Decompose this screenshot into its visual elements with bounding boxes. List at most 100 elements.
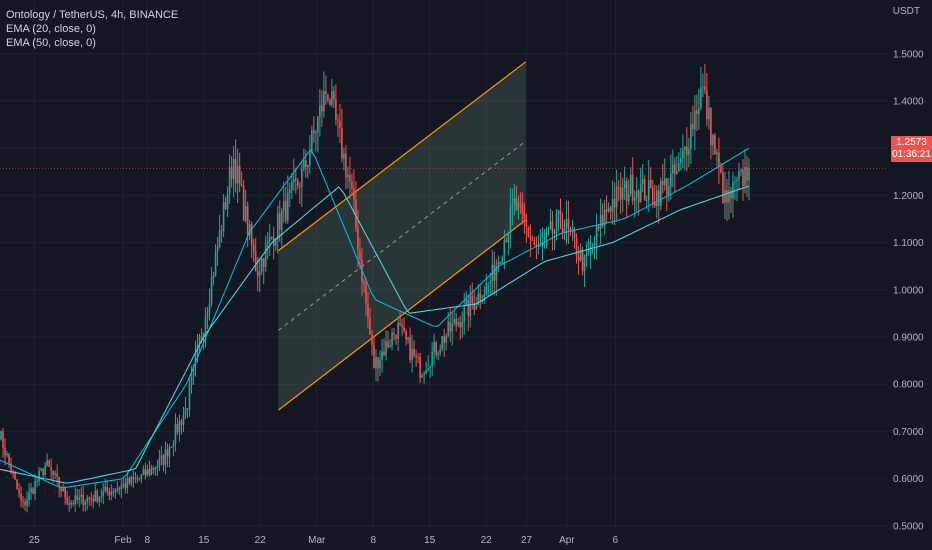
candle-body: [40, 468, 42, 471]
candle-body: [411, 348, 413, 361]
candle-body: [503, 240, 506, 258]
candle-body: [487, 282, 490, 284]
candle-body: [413, 348, 415, 356]
candle-body: [108, 491, 111, 496]
candle-body: [381, 351, 383, 360]
candle-body: [724, 189, 726, 203]
candle-body: [471, 295, 474, 304]
candle-body: [637, 190, 640, 203]
candle-body: [200, 336, 203, 338]
candle-body: [72, 502, 74, 505]
candle-body: [268, 236, 271, 242]
candle-body: [557, 210, 560, 214]
time-axis[interactable]: 25 Feb 8 15 22 Mar 8 15 22 27 Apr 6: [29, 535, 619, 546]
candle-body: [264, 244, 267, 267]
candle-body: [18, 488, 20, 494]
candle-body: [431, 351, 433, 367]
parallel-channel[interactable]: [278, 61, 527, 411]
legend-symbol[interactable]: Ontology / TetherUS, 4h, BINANCE: [6, 9, 179, 21]
candle-body: [154, 468, 157, 470]
candle-body: [461, 321, 464, 328]
candle-body: [569, 227, 572, 231]
candle-body: [551, 221, 554, 234]
candle-body: [553, 229, 556, 234]
candle-body: [706, 90, 708, 120]
candle-body: [118, 488, 121, 490]
candle-body: [186, 408, 189, 410]
candle-body: [74, 495, 77, 505]
candle-body: [595, 225, 598, 243]
time-tick-label: 8: [370, 535, 376, 546]
candle-body: [270, 236, 273, 238]
candle-body: [513, 198, 516, 205]
price-axis[interactable]: 1.50001.40001.30001.20001.10001.00000.90…: [893, 49, 924, 532]
candle-body: [192, 364, 195, 376]
candle-body: [8, 453, 10, 464]
legend-ema50[interactable]: EMA (50, close, 0): [6, 37, 96, 49]
candle-body: [248, 224, 251, 236]
candle-body: [180, 421, 183, 426]
candle-body: [449, 321, 452, 332]
chart-grid: [0, 0, 888, 528]
candle-body: [357, 227, 359, 251]
candle-body: [244, 206, 247, 221]
candle-body: [607, 207, 610, 212]
candle-body: [48, 460, 50, 467]
legend-ema20[interactable]: EMA (20, close, 0): [6, 23, 96, 35]
candle-body: [58, 476, 60, 488]
candle-body: [495, 265, 498, 281]
candle-body: [240, 183, 243, 186]
candle-body: [655, 190, 658, 207]
candle-body: [613, 198, 616, 208]
candle-body: [700, 87, 702, 108]
candle-body: [14, 473, 16, 480]
candle-body: [16, 479, 18, 489]
time-tick-label: 25: [29, 535, 41, 546]
candle-body: [740, 169, 742, 172]
candle-body: [669, 173, 672, 187]
candle-body: [509, 207, 512, 233]
candle-body: [633, 197, 636, 201]
candle-body: [716, 152, 718, 155]
candle-body: [499, 262, 502, 264]
candle-body: [515, 198, 518, 211]
candle-body: [674, 164, 676, 175]
candle-body: [335, 99, 337, 120]
candle-body: [605, 209, 608, 212]
candle-body: [714, 135, 716, 155]
candle-body: [176, 424, 179, 433]
candle-body: [70, 502, 72, 505]
candle-body: [194, 354, 197, 365]
bar-countdown: 01:36:21: [892, 149, 931, 160]
candle-body: [481, 301, 484, 303]
candle-body: [22, 500, 24, 502]
channel-lower-line: [278, 219, 527, 411]
candle-body: [188, 384, 191, 410]
candle-body: [635, 190, 638, 198]
candle-body: [599, 215, 602, 229]
candle-body: [301, 168, 303, 187]
candle-body: [106, 486, 109, 492]
candle-body: [629, 174, 632, 194]
candle-body: [305, 160, 307, 168]
candle-body: [547, 228, 550, 231]
candle-body: [286, 193, 289, 221]
candle-body: [146, 469, 149, 476]
time-tick-label: Feb: [114, 535, 132, 546]
candle-body: [537, 245, 540, 248]
price-tick-label: 1.2000: [893, 191, 924, 202]
candle-body: [718, 152, 720, 167]
candle-body: [92, 498, 95, 502]
candle-body: [208, 303, 211, 312]
candle-body: [66, 497, 68, 504]
channel-upper-line: [278, 61, 527, 252]
candle-body: [403, 327, 405, 331]
candle-body: [493, 264, 496, 281]
candle-body: [417, 356, 419, 358]
candle-body: [591, 245, 594, 247]
candle-body: [299, 185, 301, 187]
candle-body: [489, 281, 492, 283]
candle-body: [76, 495, 79, 500]
candle-body: [303, 160, 305, 169]
